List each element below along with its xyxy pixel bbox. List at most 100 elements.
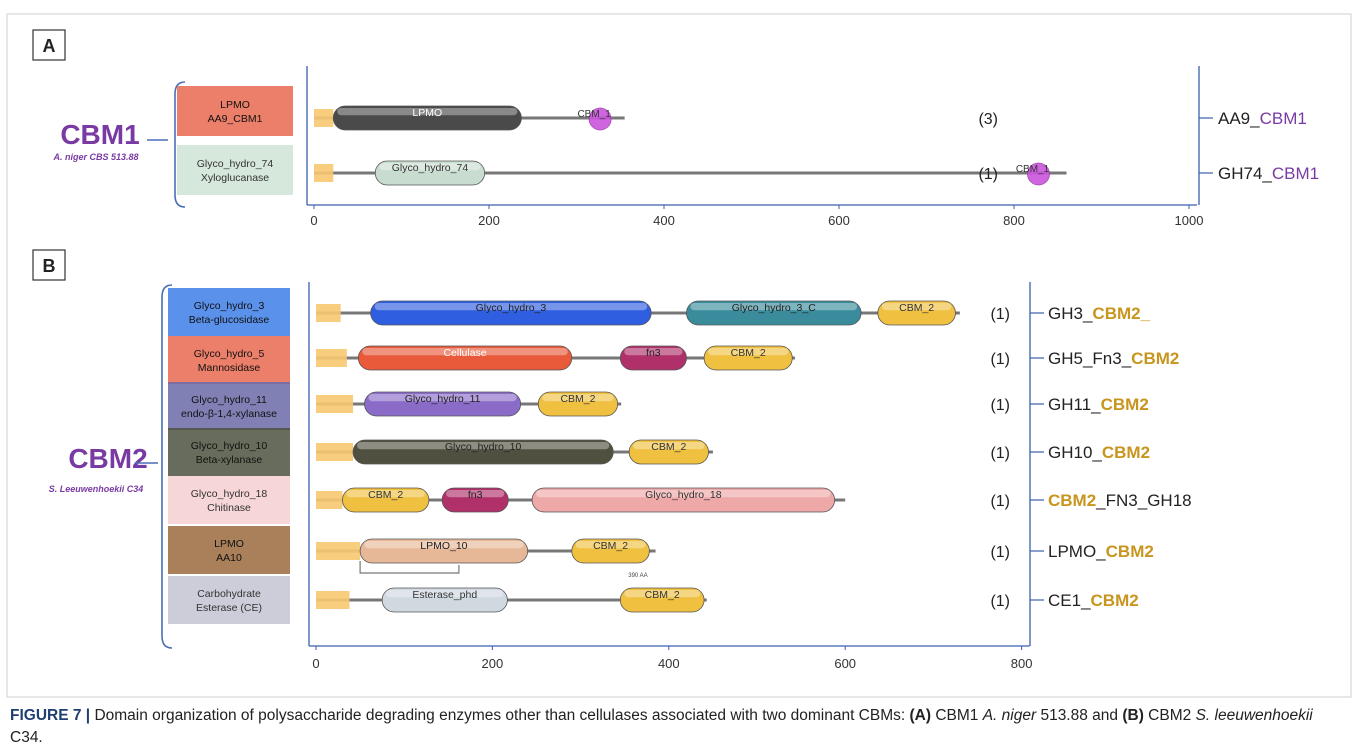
enzyme-row: Glyco_hydro_3 Beta-glucosidase Glyco_hydro…: [168, 288, 1151, 336]
architecture-label: GH11_CBM2: [1048, 395, 1149, 414]
domain-label: Esterase_phd: [412, 589, 477, 601]
domain-gloss: [633, 442, 705, 450]
enzyme-name-box: [168, 428, 290, 476]
domain-gloss: [346, 490, 425, 498]
x-tick-label: 600: [834, 656, 856, 671]
domain-pill: [537, 391, 619, 417]
enzyme-name: Carbohydrate: [197, 588, 261, 600]
x-tick-label: 0: [312, 656, 319, 671]
architecture-highlight: CBM2_: [1092, 304, 1150, 323]
enzyme-function: Esterase (CE): [196, 602, 262, 614]
architecture-label: LPMO_CBM2: [1048, 542, 1154, 561]
domain-label: Glyco_hydro_74: [392, 162, 469, 174]
architecture-label: CBM2_FN3_GH18: [1048, 491, 1192, 510]
architecture-prefix: GH5_Fn3_: [1048, 349, 1132, 368]
cbm-circle: [588, 107, 612, 131]
caption-label: FIGURE 7 |: [10, 707, 91, 724]
domain-label: LPMO: [412, 107, 442, 119]
domain-pill: [332, 105, 522, 131]
architecture-highlight: CBM2: [1101, 395, 1149, 414]
caption-species-a: A. niger: [982, 707, 1037, 724]
enzyme-row: Carbohydrate Esterase (CE) Esterase_phd CBM…: [168, 576, 1139, 624]
domain-label: Glyco_hydro_11: [405, 393, 481, 405]
enzyme-name-box: [177, 86, 293, 136]
enzyme-name: Glyco_hydro_10: [191, 440, 268, 452]
architecture-label: GH3_CBM2_: [1048, 304, 1151, 323]
domain-label: CBM_2: [560, 393, 595, 405]
x-tick-label: 800: [1011, 656, 1033, 671]
enzyme-name-box: [168, 382, 290, 430]
caption-text: Domain organization of polysaccharide de…: [90, 707, 910, 724]
caption-species-b: S. leeuwenhoekii: [1195, 707, 1313, 724]
enzyme-name-box: [168, 336, 290, 384]
domain-gloss: [337, 108, 518, 116]
architecture-highlight: CBM1: [1260, 109, 1307, 128]
domain-gloss: [536, 490, 831, 498]
x-tick-label: 200: [482, 656, 504, 671]
enzyme-function: AA10: [216, 552, 242, 564]
domain-gloss: [362, 348, 568, 356]
domain-pill: [342, 487, 430, 513]
domain-gloss: [542, 394, 614, 402]
x-tick-label: 600: [828, 213, 850, 228]
enzyme-row: Glyco_hydro_11 endo-β-1,4-xylanase Glyco_h…: [168, 382, 1149, 430]
architecture-prefix: GH3_: [1048, 304, 1093, 323]
domain-gloss: [357, 442, 610, 450]
organism-label: A. niger CBS 513.88: [52, 152, 138, 162]
enzyme-function: endo-β-1,4-xylanase: [181, 408, 277, 420]
signal-peptide: [314, 164, 334, 182]
domain-label: Cellulase: [443, 347, 486, 359]
enzyme-row: Glyco_hydro_74 Xyloglucanase Glyco_hydro_7…: [177, 145, 1319, 195]
caption-end: C34.: [10, 729, 43, 746]
domain-pill: [531, 487, 836, 513]
architecture-prefix: AA9_: [1218, 109, 1260, 128]
copy-count: (1): [990, 593, 1010, 610]
domain-gloss: [881, 303, 952, 311]
panel-label: A: [43, 36, 56, 56]
x-tick-label: 200: [478, 213, 500, 228]
signal-peptide: [316, 491, 343, 509]
enzyme-name-box: [168, 476, 290, 524]
x-tick-label: 0: [310, 213, 317, 228]
domain-gloss: [708, 348, 789, 356]
domain-label: CBM_2: [899, 302, 934, 314]
architecture-label: GH5_Fn3_CBM2: [1048, 349, 1179, 368]
architecture-label: AA9_CBM1: [1218, 109, 1307, 128]
domain-label: Glyco_hydro_3_C: [732, 302, 816, 314]
domain-label: CBM_1: [577, 109, 611, 120]
enzyme-name: LPMO: [214, 538, 244, 550]
enzyme-function: AA9_CBM1: [208, 113, 263, 125]
architecture-highlight: CBM2: [1131, 349, 1179, 368]
domain-label: CBM_2: [645, 589, 680, 601]
caption-mid: CBM1: [931, 707, 983, 724]
enzyme-name: Glyco_hydro_74: [197, 158, 274, 170]
organism-label: S. Leeuwenhoekii C34: [49, 484, 144, 494]
x-tick-label: 800: [1003, 213, 1025, 228]
architecture-label: GH10_CBM2: [1048, 443, 1150, 462]
architecture-highlight: CBM2: [1102, 443, 1150, 462]
caption-mid3: CBM2: [1143, 707, 1196, 724]
enzyme-row: Glyco_hydro_5 Mannosidase Cellulase fn3 CBM_…: [168, 336, 1179, 384]
cbm-circle: [1027, 162, 1050, 186]
signal-peptide: [316, 443, 354, 461]
domain-pill: [357, 345, 573, 371]
domain-gloss: [575, 541, 646, 549]
signal-peptide: [316, 304, 341, 322]
copy-count: (1): [990, 544, 1010, 561]
family-label: CBM1: [60, 119, 139, 150]
domain-gloss: [364, 541, 524, 549]
domain-pill: [619, 345, 687, 371]
domain-label: CBM_2: [731, 347, 766, 359]
copy-count: (1): [990, 445, 1010, 462]
domain-pill: [352, 439, 614, 465]
domain-label: Glyco_hydro_18: [645, 489, 722, 501]
architecture-highlight: CBM2: [1048, 491, 1096, 510]
domain-gloss: [379, 163, 481, 171]
x-tick-label: 400: [653, 213, 675, 228]
signal-peptide: [316, 349, 347, 367]
signal-peptide: [316, 591, 350, 609]
domain-gloss: [624, 590, 701, 598]
architecture-label: GH74_CBM1: [1218, 164, 1319, 183]
figure-caption: FIGURE 7 | Domain organization of polysa…: [10, 705, 1348, 749]
domain-pill: [571, 538, 650, 564]
